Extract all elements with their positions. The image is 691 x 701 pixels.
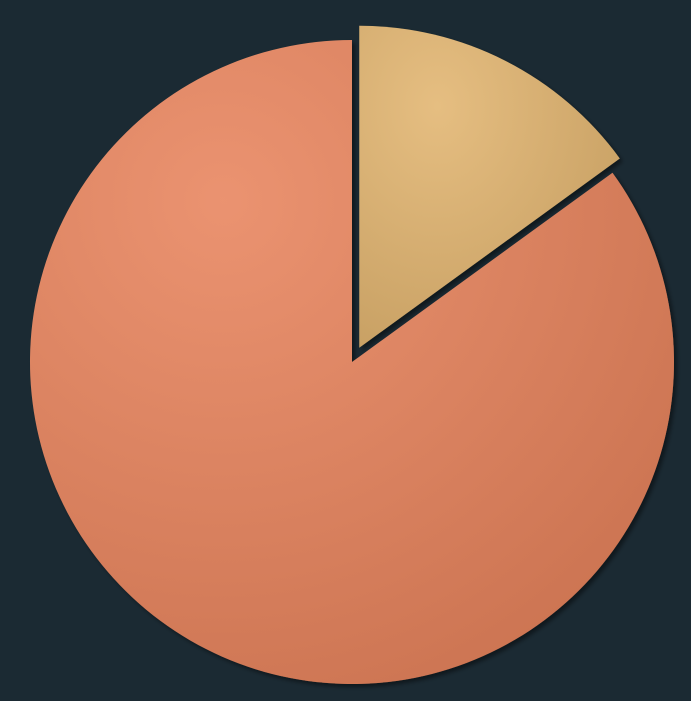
chart [29, 25, 674, 684]
page: (() => { const data = JSON.parse(documen… [29, 25, 674, 684]
